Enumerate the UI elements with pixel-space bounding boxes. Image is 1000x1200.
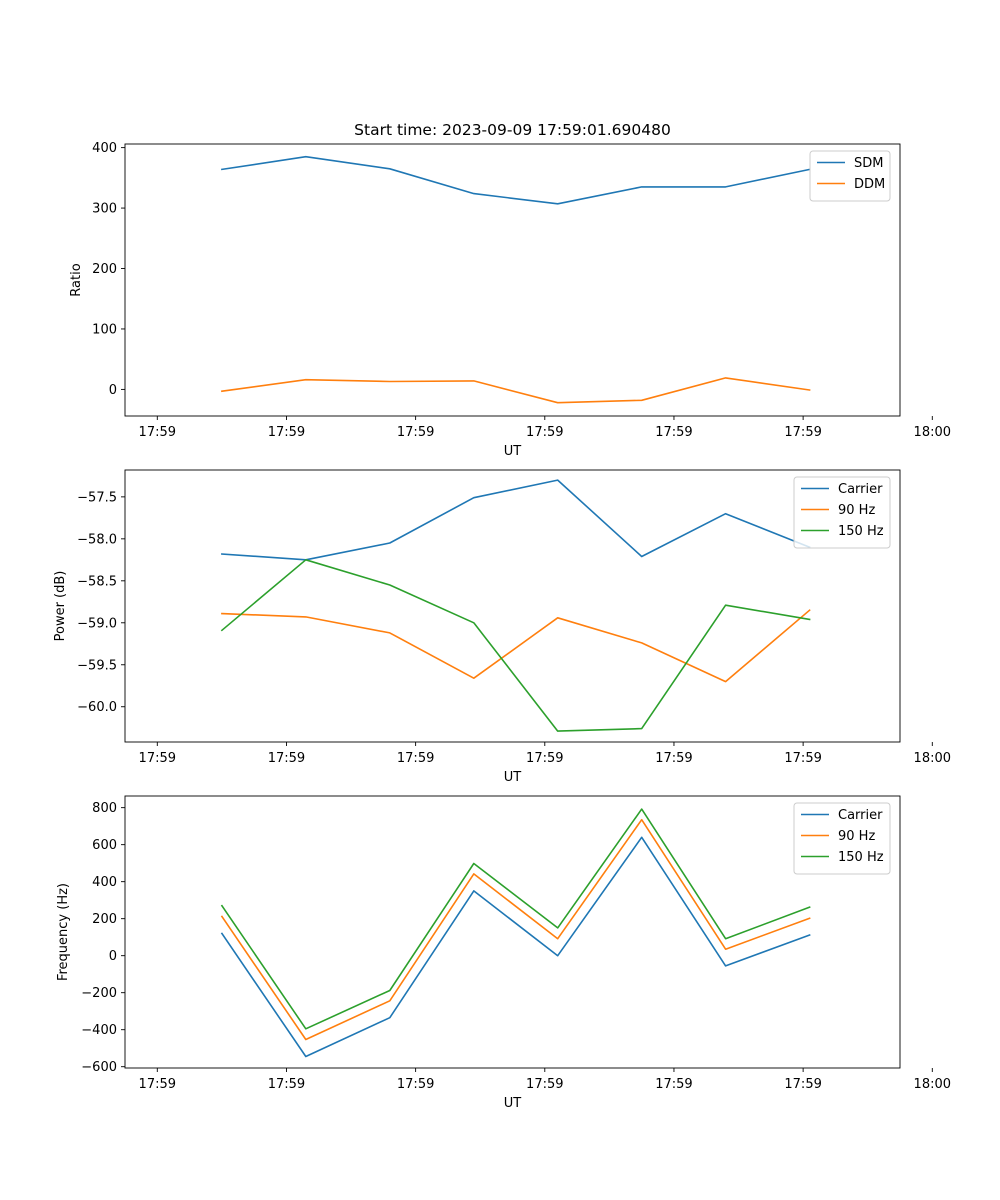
y-tick-label: −59.0 xyxy=(77,616,117,631)
legend: SDM DDM xyxy=(809,150,891,202)
y-tick-label: 0 xyxy=(109,949,117,964)
x-tick-label: 17:59 xyxy=(526,425,563,440)
y-tick-label: 300 xyxy=(92,202,117,217)
x-tick-label: 17:59 xyxy=(139,751,176,766)
legend: Carrier 90 Hz 150 Hz xyxy=(793,802,891,875)
chart-panel-3: 17:59 17:59 17:59 17:59 17:59 17:59 18:00 −600 −… xyxy=(56,795,951,1111)
y-tick-label: 100 xyxy=(92,322,117,337)
series-line-150-hz xyxy=(220,808,811,1030)
y-axis-label: Ratio xyxy=(69,263,84,296)
x-tick-label: 17:59 xyxy=(784,751,821,766)
legend-label: DDM xyxy=(854,177,885,192)
plot-frame xyxy=(124,143,901,417)
legend-label: 90 Hz xyxy=(838,829,875,844)
plot-frame xyxy=(124,469,901,743)
y-tick-label: 0 xyxy=(109,383,117,398)
x-tick-label: 17:59 xyxy=(139,1077,176,1092)
x-tick-label: 17:59 xyxy=(397,1077,434,1092)
series-line-carrier xyxy=(220,836,811,1058)
x-tick-label: 18:00 xyxy=(914,1077,951,1092)
chart-panel-2: 17:59 17:59 17:59 17:59 17:59 17:59 18:00 −60.0… xyxy=(53,469,951,785)
y-tick-label: −58.0 xyxy=(77,532,117,547)
legend-label: 90 Hz xyxy=(838,503,875,518)
y-tick-label: 400 xyxy=(92,875,117,890)
y-tick-label: −200 xyxy=(81,986,117,1001)
series-line-ddm xyxy=(220,377,811,404)
y-tick-label: −57.5 xyxy=(77,490,117,505)
x-tick-label: 17:59 xyxy=(397,425,434,440)
panels: Start time: 2023-09-09 17:59:01.690480 17… xyxy=(53,121,951,1111)
x-tick-label: 17:59 xyxy=(655,751,692,766)
x-tick-label: 17:59 xyxy=(526,751,563,766)
series-line-150-hz xyxy=(220,558,811,732)
series-line-90-hz xyxy=(220,818,811,1041)
x-tick-label: 17:59 xyxy=(397,751,434,766)
series-line-carrier xyxy=(221,479,811,561)
x-tick-label: 17:59 xyxy=(268,751,305,766)
y-tick-label: 200 xyxy=(92,262,117,277)
x-tick-label: 17:59 xyxy=(526,1077,563,1092)
x-tick-label: 17:59 xyxy=(139,425,176,440)
series-line-sdm xyxy=(220,155,811,205)
chart-title: Start time: 2023-09-09 17:59:01.690480 xyxy=(354,121,671,139)
x-axis-label: UT xyxy=(504,770,522,785)
x-axis-label: UT xyxy=(504,1096,522,1111)
y-tick-label: −400 xyxy=(81,1023,117,1038)
y-axis-label: Power (dB) xyxy=(53,571,68,642)
y-tick-label: −60.0 xyxy=(77,700,117,715)
x-axis-label: UT xyxy=(504,444,522,459)
x-tick-label: 18:00 xyxy=(914,751,951,766)
y-tick-label: 800 xyxy=(92,801,117,816)
legend-label: SDM xyxy=(854,156,883,171)
y-tick-label: 200 xyxy=(92,912,117,927)
plot-frame xyxy=(124,795,901,1069)
y-tick-label: 600 xyxy=(92,838,117,853)
x-tick-label: 17:59 xyxy=(655,425,692,440)
legend-box xyxy=(809,150,891,202)
legend: Carrier 90 Hz 150 Hz xyxy=(793,476,891,549)
y-tick-label: −59.5 xyxy=(77,658,117,673)
series-line-90-hz xyxy=(221,609,811,683)
y-tick-label: −58.5 xyxy=(77,574,117,589)
legend-label: 150 Hz xyxy=(838,524,884,539)
x-tick-label: 17:59 xyxy=(655,1077,692,1092)
x-tick-label: 17:59 xyxy=(268,425,305,440)
x-tick-label: 17:59 xyxy=(784,1077,821,1092)
y-tick-label: 400 xyxy=(92,141,117,156)
y-tick-label: −600 xyxy=(81,1060,117,1075)
x-tick-label: 17:59 xyxy=(784,425,821,440)
chart-panel-1: Start time: 2023-09-09 17:59:01.690480 17… xyxy=(69,121,951,459)
y-axis-label: Frequency (Hz) xyxy=(56,883,71,981)
x-tick-label: 17:59 xyxy=(268,1077,305,1092)
legend-label: Carrier xyxy=(838,808,883,823)
legend-label: 150 Hz xyxy=(838,850,884,865)
legend-label: Carrier xyxy=(838,482,883,497)
x-tick-label: 18:00 xyxy=(914,425,951,440)
